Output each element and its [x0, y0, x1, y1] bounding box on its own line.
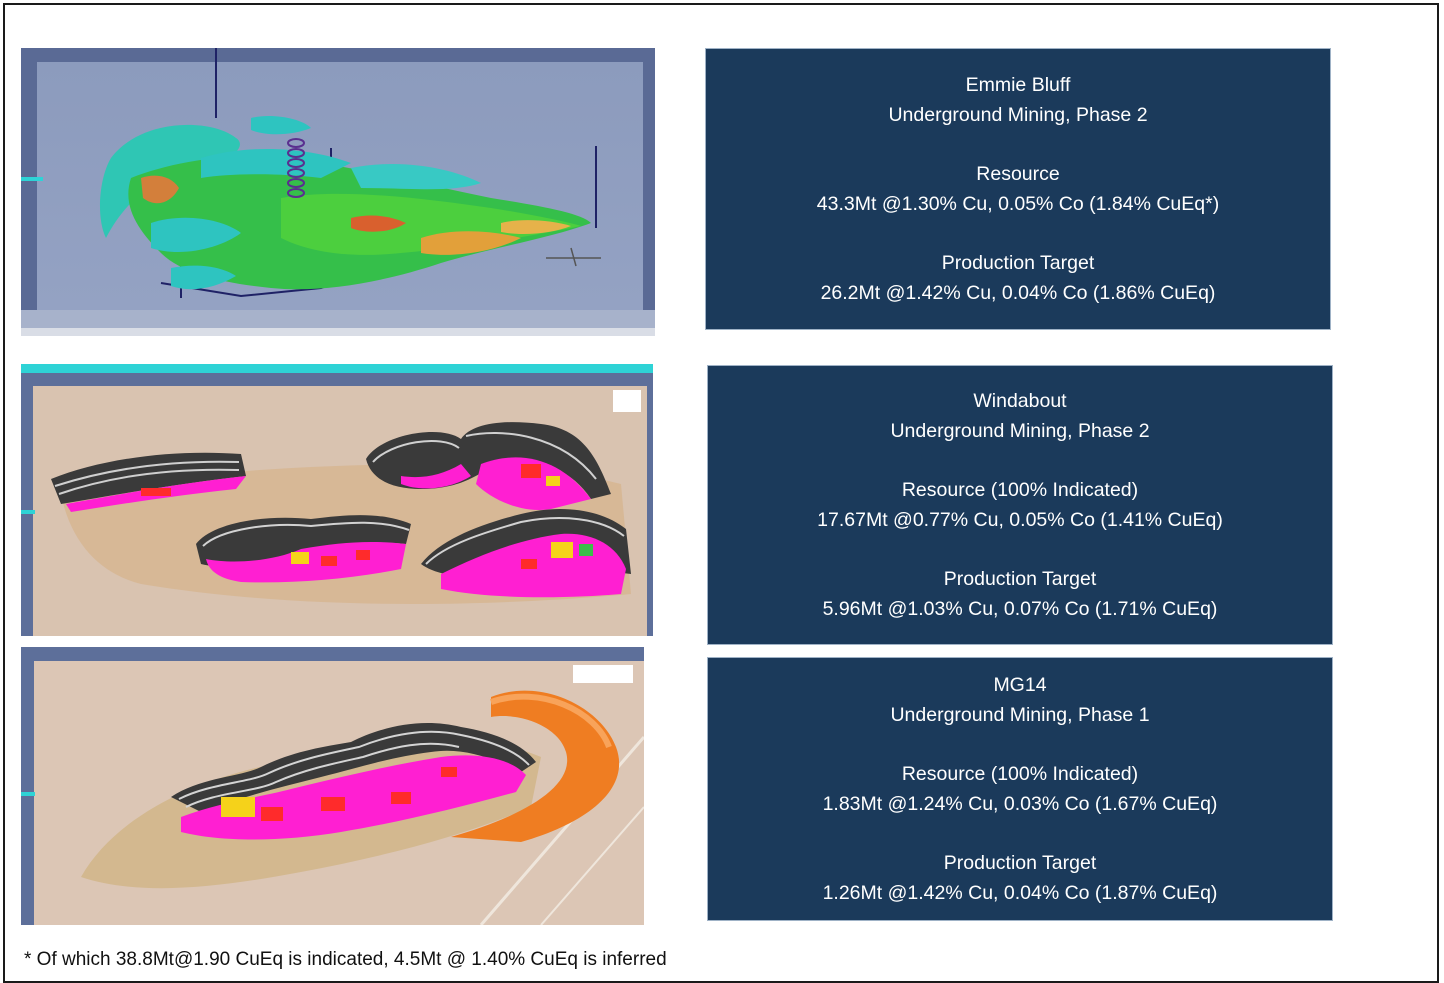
emmie-bluff-mine-model-image [21, 48, 655, 336]
production-target-heading: Production Target [941, 252, 1095, 274]
resource-heading: Resource [976, 163, 1060, 185]
windabout-pit-model-image [21, 364, 653, 636]
mining-method: Underground Mining, Phase 2 [890, 420, 1150, 442]
resource-heading: Resource (100% Indicated) [901, 479, 1139, 501]
production-target-value: 5.96Mt @1.03% Cu, 0.07% Co (1.71% CuEq) [822, 598, 1218, 620]
resource-heading: Resource (100% Indicated) [901, 763, 1139, 785]
resource-value: 17.67Mt @0.77% Cu, 0.05% Co (1.41% CuEq) [817, 509, 1223, 531]
mining-method: Underground Mining, Phase 1 [890, 704, 1150, 726]
mg14-pit-model-image [21, 647, 644, 925]
production-target-value: 1.26Mt @1.42% Cu, 0.04% Co (1.87% CuEq) [822, 882, 1218, 904]
mg14-info-box: MG14 Underground Mining, Phase 1 Resourc… [707, 657, 1333, 921]
footnote: * Of which 38.8Mt@1.90 CuEq is indicated… [24, 949, 667, 970]
project-name: Windabout [973, 390, 1067, 412]
production-target-heading: Production Target [943, 852, 1097, 874]
project-name: Emmie Bluff [965, 74, 1071, 96]
resource-value: 43.3Mt @1.30% Cu, 0.05% Co (1.84% CuEq*) [816, 193, 1220, 215]
windabout-info-box: Windabout Underground Mining, Phase 2 Re… [707, 365, 1333, 645]
emmie-bluff-info-box: Emmie Bluff Underground Mining, Phase 2 … [705, 48, 1331, 330]
production-target-value: 26.2Mt @1.42% Cu, 0.04% Co (1.86% CuEq) [820, 282, 1216, 304]
project-name: MG14 [993, 674, 1047, 696]
resource-value: 1.83Mt @1.24% Cu, 0.03% Co (1.67% CuEq) [822, 793, 1218, 815]
mining-method: Underground Mining, Phase 2 [888, 104, 1148, 126]
production-target-heading: Production Target [943, 568, 1097, 590]
